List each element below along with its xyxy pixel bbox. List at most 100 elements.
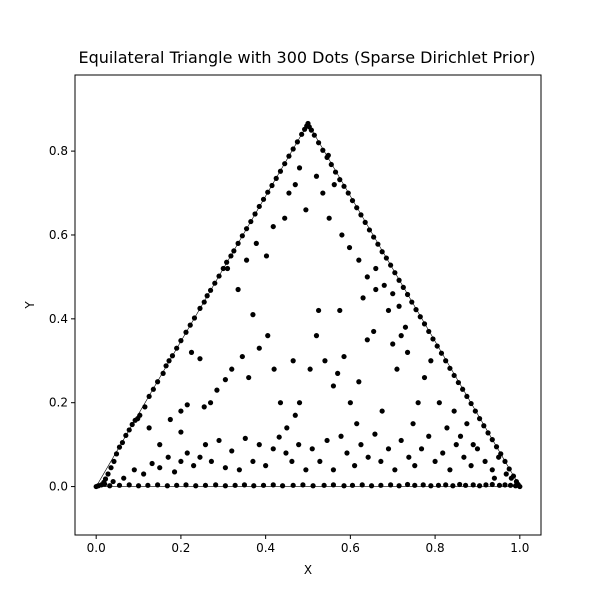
data-point [341, 183, 347, 189]
data-point [506, 466, 512, 472]
data-point [204, 293, 210, 299]
data-point [421, 374, 428, 381]
data-point [279, 483, 286, 489]
data-point [265, 333, 271, 339]
data-point [489, 481, 495, 488]
data-point [183, 482, 189, 488]
data-point [406, 454, 412, 460]
data-point [276, 434, 282, 440]
data-point [145, 482, 151, 488]
data-point [256, 442, 262, 448]
data-point [476, 416, 483, 422]
data-point [368, 483, 375, 489]
data-point [102, 481, 108, 487]
triangle-layer [95, 122, 521, 487]
data-point [265, 189, 271, 195]
data-point [108, 465, 114, 471]
data-point [290, 482, 296, 488]
data-point [243, 257, 250, 263]
data-point [171, 469, 178, 475]
data-point [413, 307, 419, 313]
data-point [341, 353, 347, 360]
data-point [508, 475, 514, 481]
data-point [116, 482, 123, 488]
data-point [149, 460, 155, 467]
data-point [129, 421, 135, 428]
y-tick-label: 0.8 [49, 144, 68, 158]
data-point [332, 169, 339, 175]
data-point [364, 274, 370, 280]
x-tick-label: 0.6 [341, 541, 360, 555]
data-point [443, 358, 449, 364]
data-point [197, 356, 203, 362]
data-point [474, 446, 481, 452]
data-point [111, 458, 117, 465]
x-tick-label: 0.4 [256, 541, 275, 555]
data-point [269, 182, 275, 189]
data-point [356, 257, 362, 263]
data-point [150, 386, 156, 392]
data-point [235, 286, 241, 293]
data-point [428, 483, 434, 489]
data-point [462, 482, 469, 488]
data-point [155, 482, 161, 488]
data-point [273, 175, 279, 181]
data-point [282, 215, 288, 221]
data-point [296, 442, 302, 448]
data-point [197, 454, 203, 460]
data-point [362, 219, 368, 225]
data-point [324, 437, 330, 444]
data-point [260, 482, 267, 488]
data-point [188, 349, 195, 355]
data-point [251, 483, 257, 489]
data-point [286, 190, 292, 196]
data-point [444, 425, 450, 431]
data-point [360, 295, 366, 301]
data-point [157, 442, 163, 448]
data-point [201, 299, 207, 305]
data-point [496, 454, 502, 460]
data-point [347, 400, 353, 406]
data-point [315, 307, 322, 314]
data-point [102, 476, 109, 482]
data-point [309, 446, 315, 452]
data-point [415, 400, 421, 406]
data-point [517, 483, 523, 490]
data-point [337, 177, 343, 183]
data-point [157, 465, 163, 471]
data-point [229, 448, 235, 454]
data-point [385, 307, 392, 314]
data-point [398, 333, 404, 339]
data-point [222, 377, 228, 383]
data-point [476, 483, 483, 489]
data-point [345, 190, 351, 196]
data-point [300, 482, 306, 488]
x-axis-ticks: 0.0 0.2 0.4 0.6 0.8 1.0 [87, 535, 529, 555]
data-point [396, 483, 402, 489]
data-point [457, 433, 464, 439]
data-point [113, 451, 120, 457]
triangle-outline [95, 122, 521, 487]
data-point [164, 483, 170, 489]
data-point [396, 277, 402, 283]
data-point [207, 400, 214, 406]
data-point [178, 408, 184, 414]
data-point [193, 483, 199, 489]
data-point [178, 429, 184, 435]
data-point [457, 481, 463, 488]
data-point [385, 446, 392, 452]
data-point [379, 249, 385, 255]
data-point [282, 161, 288, 167]
data-point [375, 241, 381, 247]
data-point [307, 366, 313, 372]
data-point [236, 467, 242, 473]
data-point [493, 444, 500, 450]
data-point [107, 483, 113, 489]
data-point [398, 437, 404, 444]
data-point [239, 353, 245, 360]
data-point [502, 458, 508, 465]
data-point [485, 430, 491, 436]
data-point [165, 454, 171, 460]
